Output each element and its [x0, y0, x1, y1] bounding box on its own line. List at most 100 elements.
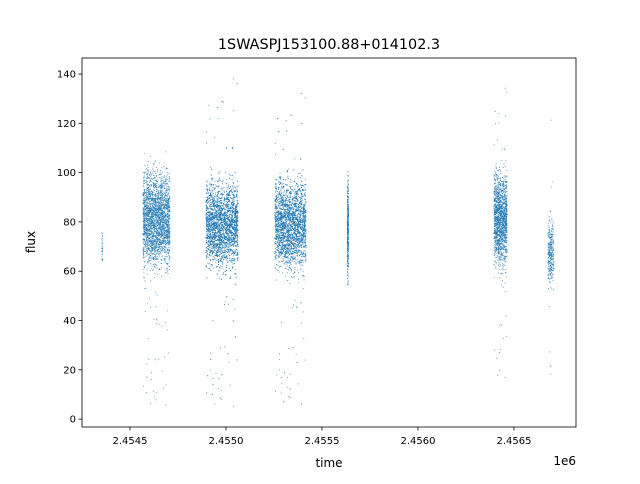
data-point [232, 212, 234, 214]
data-point [143, 199, 145, 202]
data-point [159, 224, 162, 226]
data-point [221, 101, 223, 103]
data-point [146, 376, 148, 378]
data-point [155, 191, 157, 193]
data-point [147, 187, 149, 189]
data-point [161, 231, 163, 233]
data-point [229, 384, 231, 386]
data-point [101, 245, 103, 247]
data-point [149, 240, 151, 243]
data-point [234, 219, 236, 221]
data-point [218, 233, 220, 235]
data-point [150, 202, 152, 204]
data-point [157, 257, 159, 259]
data-point [207, 375, 209, 377]
data-point [147, 248, 149, 250]
data-point [168, 200, 170, 202]
data-point [148, 228, 150, 230]
data-point [153, 238, 155, 240]
data-point [229, 245, 231, 247]
data-point [165, 214, 168, 216]
data-point [208, 104, 210, 106]
data-point [154, 194, 156, 196]
data-point [215, 261, 217, 263]
data-point [153, 252, 155, 255]
data-point [142, 207, 144, 209]
data-point [145, 226, 147, 229]
data-point [214, 248, 216, 250]
data-point [142, 211, 144, 213]
data-point [227, 184, 229, 186]
data-point [166, 191, 168, 193]
data-point [163, 237, 165, 239]
data-point [143, 276, 145, 278]
data-point [160, 209, 162, 211]
data-point [232, 249, 234, 251]
data-point [160, 205, 162, 207]
data-point [147, 253, 149, 255]
data-point [144, 236, 146, 238]
data-point [162, 198, 164, 200]
data-point [165, 219, 167, 221]
data-point [150, 372, 152, 374]
data-point [209, 118, 211, 120]
data-point [160, 242, 162, 244]
data-point [101, 248, 104, 250]
data-point [220, 248, 222, 250]
data-point [218, 229, 220, 231]
data-point [154, 243, 157, 245]
data-point [219, 258, 221, 260]
data-point [164, 209, 166, 211]
data-point [230, 211, 232, 213]
data-point [166, 182, 168, 184]
data-point [168, 209, 170, 211]
data-point [145, 243, 147, 245]
data-point [161, 225, 164, 227]
data-point [153, 198, 155, 201]
data-point [163, 215, 165, 217]
data-point [160, 236, 162, 238]
data-point [208, 228, 210, 230]
data-point [167, 174, 169, 176]
data-point [151, 207, 153, 209]
data-point [155, 306, 157, 308]
data-point [159, 200, 161, 202]
data-point [101, 247, 103, 249]
data-point [142, 233, 144, 235]
data-point [162, 191, 164, 193]
data-point [142, 195, 144, 197]
data-point [168, 192, 170, 194]
data-point [150, 226, 152, 228]
data-point [160, 259, 162, 261]
data-point [165, 202, 167, 205]
data-point [161, 221, 163, 223]
data-point [159, 226, 161, 228]
data-point [232, 320, 234, 322]
data-point [232, 185, 234, 187]
data-point [232, 78, 234, 80]
data-point [145, 222, 147, 224]
data-point [149, 180, 151, 182]
data-point [163, 245, 165, 248]
data-point [216, 239, 218, 241]
data-point [147, 220, 149, 222]
data-point [146, 204, 149, 206]
data-point [229, 276, 231, 278]
data-point [157, 247, 159, 249]
data-point [165, 245, 167, 247]
data-point [207, 208, 209, 210]
data-point [228, 253, 230, 255]
data-point [155, 198, 157, 200]
data-point [159, 215, 161, 217]
data-point [149, 191, 151, 193]
data-point [165, 384, 167, 386]
data-point [156, 195, 158, 197]
data-point [218, 251, 220, 253]
data-point [152, 247, 154, 249]
data-point [160, 196, 162, 198]
data-point [143, 190, 145, 192]
data-point [152, 258, 155, 260]
data-point [168, 217, 170, 219]
data-point [157, 206, 159, 208]
data-point [147, 212, 149, 214]
